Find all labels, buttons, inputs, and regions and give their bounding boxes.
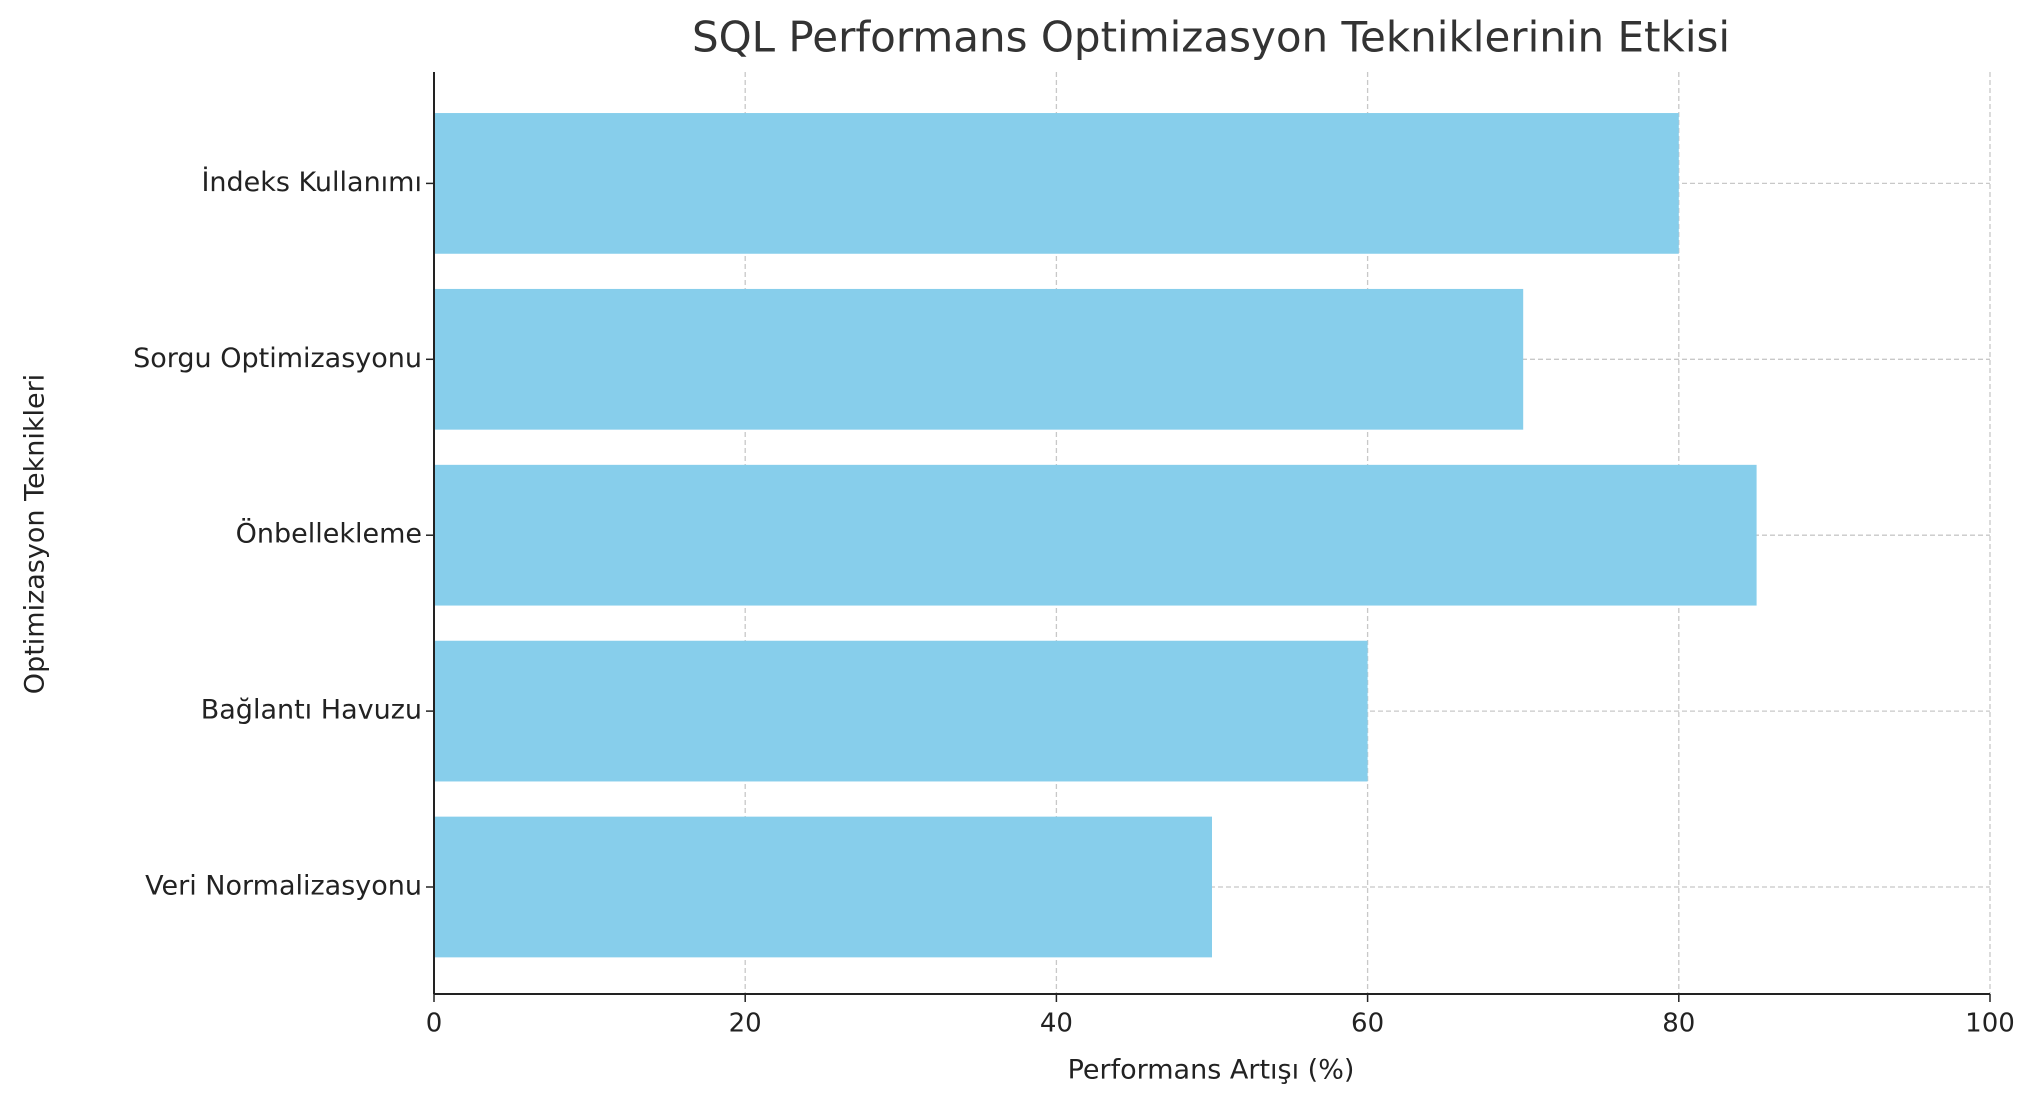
x-tick-label: 0: [426, 1009, 443, 1039]
bar: [434, 816, 1212, 958]
x-tick-label: 100: [1965, 1009, 2015, 1039]
y-tick-label: Sorgu Optimizasyonu: [133, 343, 422, 374]
bar: [434, 288, 1524, 430]
chart-title: SQL Performans Optimizasyon Tekniklerini…: [692, 13, 1730, 62]
bar: [434, 113, 1679, 254]
y-axis-label: Optimizasyon Teknikleri: [20, 374, 51, 694]
y-tick-label: Önbellekleme: [236, 518, 422, 550]
x-axis-label: Performans Artışı (%): [1068, 1055, 1355, 1086]
x-tick-label: 20: [729, 1009, 762, 1039]
x-tick-label: 80: [1662, 1009, 1695, 1039]
y-tick-label: Bağlantı Havuzu: [201, 695, 422, 726]
bar: [434, 640, 1368, 782]
y-tick-label: Veri Normalizasyonu: [145, 871, 422, 902]
bar: [434, 464, 1757, 606]
x-tick-label: 40: [1040, 1009, 1073, 1039]
x-tick-label: 60: [1351, 1009, 1384, 1039]
y-tick-label: İndeks Kullanımı: [201, 166, 422, 198]
